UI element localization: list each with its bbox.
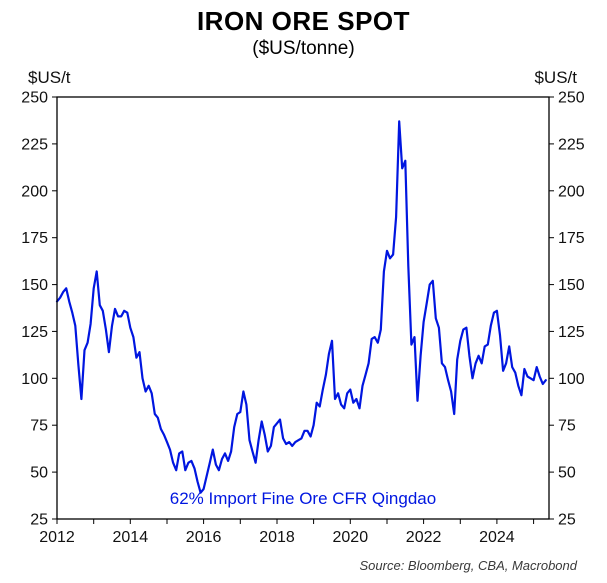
y-tick-label: 75 — [30, 418, 48, 435]
chart-subtitle: ($US/tonne) — [252, 38, 355, 59]
y-tick-label: 200 — [558, 183, 585, 200]
y-tick-label: 100 — [21, 371, 48, 388]
series-annotation: 62% Import Fine Ore CFR Qingdao — [169, 489, 437, 508]
x-tick-label: 2022 — [406, 529, 442, 546]
y-tick-label: 150 — [558, 277, 585, 294]
right-axis-unit-label: $US/t — [534, 68, 577, 87]
left-axis-unit-label: $US/t — [28, 68, 71, 87]
y-tick-label: 50 — [30, 465, 48, 482]
y-tick-label: 125 — [558, 324, 585, 341]
y-tick-label: 250 — [21, 90, 48, 107]
plot-frame — [56, 96, 550, 520]
x-tick-label: 2012 — [39, 529, 75, 546]
y-tick-label: 50 — [558, 465, 576, 482]
y-tick-label: 175 — [558, 230, 585, 247]
y-tick-label: 150 — [21, 277, 48, 294]
y-tick-label: 250 — [558, 90, 585, 107]
x-tick-label: 2018 — [259, 529, 295, 546]
price-line — [55, 120, 547, 494]
x-tick-label: 2016 — [186, 529, 222, 546]
y-tick-label: 75 — [558, 418, 576, 435]
x-tick-label: 2024 — [479, 529, 515, 546]
x-tick-label: 2014 — [113, 529, 149, 546]
y-tick-label: 100 — [558, 371, 585, 388]
y-tick-label: 125 — [21, 324, 48, 341]
y-tick-label: 225 — [21, 136, 48, 153]
source-credit: Source: Bloomberg, CBA, Macrobond — [359, 558, 578, 573]
y-tick-label: 175 — [21, 230, 48, 247]
y-tick-label: 200 — [21, 183, 48, 200]
y-tick-label: 25 — [30, 512, 48, 529]
y-tick-label: 225 — [558, 136, 585, 153]
y-tick-label: 25 — [558, 512, 576, 529]
chart-title: IRON ORE SPOT — [196, 6, 411, 36]
x-tick-label: 2020 — [333, 529, 369, 546]
